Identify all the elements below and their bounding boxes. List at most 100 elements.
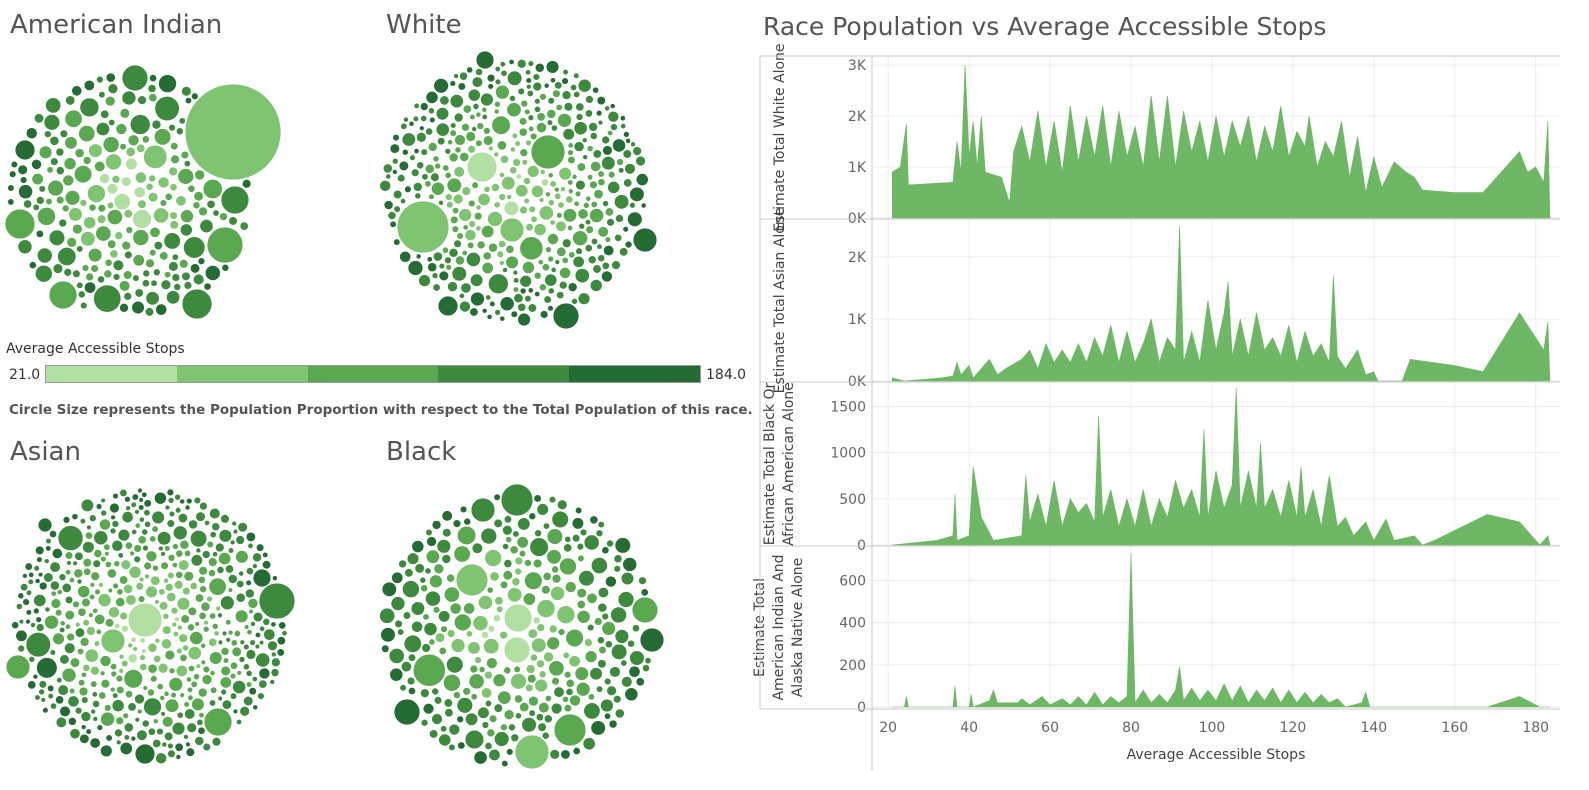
bubble-105[interactable]	[158, 74, 177, 94]
bubble-248[interactable]	[185, 676, 193, 683]
bubble-36[interactable]	[168, 261, 179, 272]
bubble-86[interactable]	[255, 652, 271, 668]
bubble-139[interactable]	[471, 542, 484, 555]
bubble-10[interactable]	[235, 550, 249, 564]
bubble-270[interactable]	[438, 262, 446, 270]
bubble-292[interactable]	[562, 127, 576, 141]
bubble-187[interactable]	[129, 550, 136, 557]
bubble-106[interactable]	[436, 538, 452, 554]
bubble-399[interactable]	[547, 172, 554, 179]
bubble-274[interactable]	[103, 703, 112, 712]
bubble-11[interactable]	[179, 653, 188, 663]
bubble-206[interactable]	[206, 199, 216, 209]
bubble-476[interactable]	[170, 691, 177, 699]
bubble-290[interactable]	[238, 570, 245, 577]
bubble-353[interactable]	[229, 672, 237, 680]
bubble-83[interactable]	[49, 561, 61, 573]
bubble-64[interactable]	[55, 195, 65, 205]
bubble-214[interactable]	[112, 273, 121, 281]
bubble-239[interactable]	[518, 127, 528, 137]
bubble-1[interactable]	[184, 83, 282, 181]
bubble-426[interactable]	[196, 718, 204, 727]
bubble-375[interactable]	[137, 595, 146, 604]
bubble-182[interactable]	[606, 685, 617, 697]
bubble-316[interactable]	[134, 693, 146, 705]
bubble-18[interactable]	[574, 190, 582, 198]
bubble-97[interactable]	[64, 109, 83, 129]
bubble-205[interactable]	[32, 203, 40, 212]
bubble-131[interactable]	[198, 611, 207, 621]
bubble-39[interactable]	[34, 264, 53, 283]
bubble-269[interactable]	[567, 282, 578, 293]
bubble-337[interactable]	[28, 655, 36, 663]
bubble-88[interactable]	[576, 162, 587, 172]
bubble-171[interactable]	[530, 215, 538, 224]
bubble-76[interactable]	[425, 90, 439, 104]
bubble-104[interactable]	[153, 491, 167, 505]
bubble-380[interactable]	[158, 588, 166, 596]
bubble-464[interactable]	[99, 670, 106, 677]
bubble-217[interactable]	[82, 540, 95, 554]
bubble-109[interactable]	[604, 575, 617, 588]
bubble-442[interactable]	[141, 719, 150, 728]
bubble-383[interactable]	[171, 561, 179, 569]
bubble-72[interactable]	[149, 226, 161, 238]
bubble-335[interactable]	[190, 554, 204, 567]
bubble-382[interactable]	[575, 247, 583, 256]
bubble-29[interactable]	[78, 686, 89, 697]
bubble-1[interactable]	[258, 582, 296, 620]
bubble-213[interactable]	[567, 155, 576, 165]
bubble-392[interactable]	[486, 313, 493, 321]
bubble-251[interactable]	[581, 137, 588, 144]
bubble-363[interactable]	[475, 139, 483, 147]
bubble-23[interactable]	[445, 655, 464, 674]
bubble-127[interactable]	[609, 666, 621, 678]
bubble-331[interactable]	[77, 679, 86, 687]
bubble-142[interactable]	[194, 735, 205, 747]
bubble-170[interactable]	[25, 618, 31, 625]
bubble-117[interactable]	[189, 263, 201, 274]
bubble-161[interactable]	[261, 560, 272, 570]
bubble-141[interactable]	[493, 703, 504, 714]
bubble-170[interactable]	[558, 166, 572, 181]
bubble-14[interactable]	[30, 158, 43, 170]
bubble-276[interactable]	[391, 571, 404, 584]
bubble-115[interactable]	[513, 694, 524, 704]
bubble-72[interactable]	[456, 525, 477, 546]
bubble-98[interactable]	[597, 586, 610, 599]
bubble-384[interactable]	[625, 137, 632, 144]
bubble-276[interactable]	[528, 205, 537, 214]
bubble-219[interactable]	[538, 283, 547, 292]
bubble-264[interactable]	[604, 640, 613, 649]
bubble-448[interactable]	[11, 621, 20, 630]
bubble-238[interactable]	[438, 646, 447, 656]
bubble-482[interactable]	[270, 621, 277, 628]
bubble-212[interactable]	[201, 674, 213, 686]
bubble-59[interactable]	[597, 602, 608, 613]
bubble-181[interactable]	[74, 148, 85, 159]
bubble-112[interactable]	[538, 701, 550, 714]
bubble-119[interactable]	[169, 219, 180, 230]
bubble-158[interactable]	[567, 188, 574, 195]
bubble-392[interactable]	[141, 491, 148, 498]
bubble-125[interactable]	[58, 218, 68, 228]
bubble-chart-black[interactable]	[380, 480, 670, 780]
bubble-201[interactable]	[148, 73, 158, 83]
bubble-213[interactable]	[144, 307, 155, 317]
bubble-416[interactable]	[208, 699, 217, 707]
bubble-109[interactable]	[171, 721, 186, 736]
bubble-40[interactable]	[526, 164, 540, 178]
bubble-75[interactable]	[510, 672, 527, 690]
bubble-239[interactable]	[407, 653, 417, 662]
bubble-8[interactable]	[100, 628, 126, 654]
bubble-195[interactable]	[476, 122, 485, 131]
bubble-101[interactable]	[444, 256, 452, 265]
bubble-194[interactable]	[36, 556, 43, 563]
bubble-384[interactable]	[44, 606, 51, 613]
bubble-218[interactable]	[160, 561, 169, 570]
bubble-184[interactable]	[145, 182, 154, 191]
bubble-4[interactable]	[632, 227, 658, 253]
bubble-141[interactable]	[156, 530, 172, 546]
bubble-436[interactable]	[54, 608, 63, 617]
bubble-146[interactable]	[179, 498, 186, 505]
